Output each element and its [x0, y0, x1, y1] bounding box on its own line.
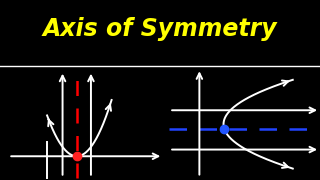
Text: Axis of Symmetry: Axis of Symmetry [43, 17, 277, 41]
